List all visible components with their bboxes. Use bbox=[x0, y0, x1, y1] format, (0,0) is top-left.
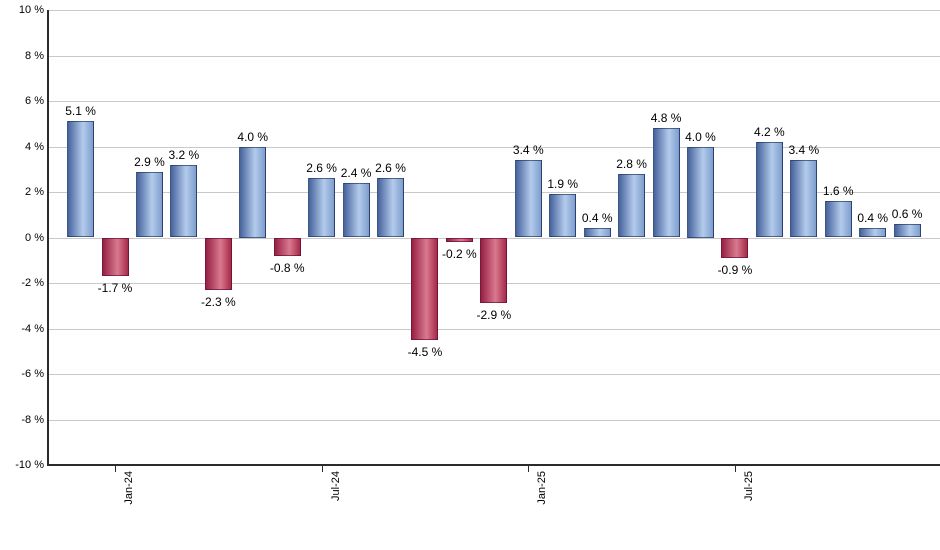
bar bbox=[101, 237, 129, 277]
bar bbox=[859, 228, 887, 238]
x-axis-tick-mark bbox=[115, 466, 116, 472]
bar-value-label: 3.4 % bbox=[512, 143, 544, 158]
y-axis-tick-label: 2 % bbox=[25, 186, 44, 198]
bar bbox=[67, 121, 95, 238]
y-axis-tick-label: -10 % bbox=[15, 459, 44, 471]
bar bbox=[652, 128, 680, 238]
gridline bbox=[48, 146, 940, 148]
bar bbox=[824, 201, 852, 238]
bar-value-label: -0.8 % bbox=[269, 260, 305, 275]
gridline bbox=[48, 374, 940, 375]
y-axis-tick-label: 4 % bbox=[25, 140, 44, 153]
bar bbox=[893, 223, 921, 238]
bar-value-label: -2.9 % bbox=[476, 308, 512, 323]
y-axis-tick-label: 0 % bbox=[25, 231, 44, 244]
bar bbox=[549, 194, 577, 238]
gridline bbox=[48, 55, 940, 57]
bar bbox=[273, 237, 301, 256]
y-axis-tick-label: 6 % bbox=[25, 95, 44, 107]
gridline bbox=[48, 101, 940, 102]
x-axis-line bbox=[47, 464, 940, 466]
gridline bbox=[48, 419, 940, 421]
bar bbox=[790, 160, 818, 238]
x-axis-tick-mark bbox=[734, 466, 736, 472]
bar bbox=[170, 164, 198, 238]
y-axis-tick-label: 8 % bbox=[25, 49, 44, 62]
bar bbox=[377, 178, 405, 238]
bar-value-label: 2.9 % bbox=[134, 154, 165, 169]
bar-value-label: 2.6 % bbox=[375, 161, 406, 176]
bar-value-label: 0.6 % bbox=[891, 206, 923, 221]
bar bbox=[204, 237, 232, 290]
bar-value-label: 3.4 % bbox=[788, 143, 820, 158]
y-axis-tick-label: -4 % bbox=[21, 322, 44, 335]
bar-value-label: 4.0 % bbox=[685, 129, 716, 144]
bar-value-label: 3.2 % bbox=[168, 147, 200, 162]
bar-value-label: 2.8 % bbox=[616, 156, 647, 171]
bar-value-label: -0.9 % bbox=[717, 262, 753, 277]
bar-value-label: -2.3 % bbox=[200, 294, 236, 309]
y-axis-tick-label: 10 % bbox=[18, 4, 44, 16]
bar-value-label: 4.8 % bbox=[650, 111, 682, 126]
bar bbox=[721, 237, 749, 258]
x-axis-tick-label: Jul-25 bbox=[742, 471, 755, 501]
bar-value-label: 2.4 % bbox=[340, 165, 372, 180]
bar bbox=[308, 178, 336, 238]
bar-value-label: 2.6 % bbox=[306, 161, 337, 176]
bar bbox=[514, 160, 542, 238]
x-axis-tick-label: Jan-25 bbox=[536, 471, 549, 505]
y-axis-tick-label: -6 % bbox=[21, 368, 44, 380]
bar-value-label: 1.9 % bbox=[547, 177, 579, 192]
bar bbox=[135, 171, 163, 238]
bar-value-label: -4.5 % bbox=[407, 344, 443, 359]
bar bbox=[239, 146, 267, 238]
gridline bbox=[48, 328, 940, 330]
y-axis-line bbox=[47, 10, 49, 466]
bar-value-label: 4.0 % bbox=[237, 129, 269, 144]
bar-value-label: -0.2 % bbox=[442, 247, 477, 262]
bar bbox=[480, 237, 508, 304]
bar-value-label: 4.2 % bbox=[754, 124, 785, 139]
x-axis-tick-label: Jul-24 bbox=[329, 471, 342, 501]
gridline bbox=[48, 10, 940, 11]
x-axis-tick-label: Jan-24 bbox=[123, 471, 135, 505]
bar bbox=[411, 237, 439, 340]
x-axis-tick-mark bbox=[321, 466, 323, 472]
bar bbox=[342, 182, 370, 238]
y-axis-tick-label: -8 % bbox=[21, 413, 44, 426]
x-axis-tick-mark bbox=[528, 466, 530, 472]
bar bbox=[583, 228, 611, 238]
bar-value-label: 0.4 % bbox=[857, 211, 889, 226]
bar-value-label: 1.6 % bbox=[822, 184, 854, 199]
bar-value-label: 5.1 % bbox=[65, 104, 96, 119]
bar bbox=[686, 146, 714, 238]
bar bbox=[445, 237, 473, 243]
gridline bbox=[48, 192, 940, 193]
y-axis-tick-label: -2 % bbox=[21, 277, 44, 289]
bar bbox=[755, 141, 783, 238]
bar-value-label: 0.4 % bbox=[581, 211, 613, 226]
bar bbox=[618, 173, 646, 238]
bar-value-label: -1.7 % bbox=[97, 281, 133, 296]
